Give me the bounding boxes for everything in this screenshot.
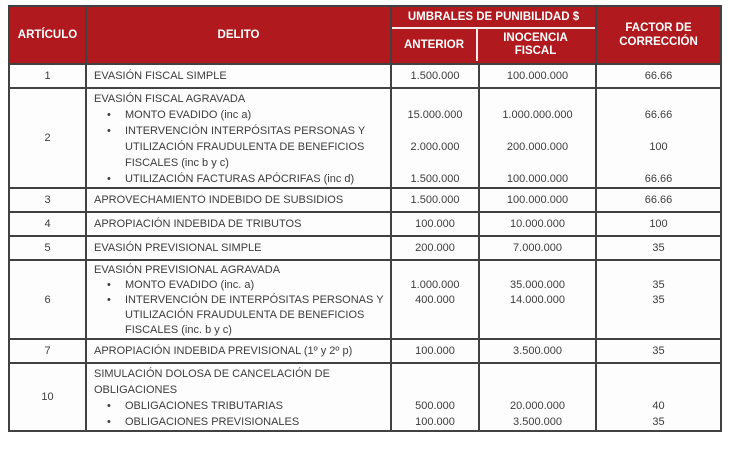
bullet-icon: •	[107, 109, 111, 121]
delito-line: • UTILIZACIÓN FACTURAS APÓCRIFAS (inc d)	[107, 173, 355, 185]
delito-line: • OBLIGACIONES PREVISIONALES	[107, 416, 300, 428]
inocencia-cell: 20.000.000 3.500.000	[478, 364, 595, 430]
delito-cell: SIMULACIÓN DOLOSA DE CANCELACIÓN DE OBLI…	[85, 364, 390, 430]
anterior-cell: 200.000	[390, 237, 478, 259]
anterior-cell: 100.000	[390, 213, 478, 235]
table-row: 10 SIMULACIÓN DOLOSA DE CANCELACIÓN DE O…	[10, 362, 720, 430]
inocencia-cell: 100.000.000	[478, 189, 595, 211]
delito-cell: APROPIACIÓN INDEBIDA PREVISIONAL (1º y 2…	[85, 340, 390, 362]
delito-line: • MONTO EVADIDO (inc a)	[107, 109, 252, 121]
header-row: ARTÍCULO DELITO UMBRALES DE PUNIBILIDAD …	[10, 7, 720, 63]
header-factor-correccion: FACTOR DE CORRECCIÓN	[595, 7, 720, 63]
delito-line: SIMULACIÓN DOLOSA DE CANCELACIÓN DE	[94, 368, 330, 380]
delito-line: • OBLIGACIONES TRIBUTARIAS	[107, 400, 283, 412]
factor-cell: 66.66 100 66.66	[595, 89, 720, 187]
anterior-cell: 1.500.000	[390, 189, 478, 211]
bullet-icon: •	[107, 125, 111, 137]
articulo-cell: 10	[41, 391, 54, 403]
header-umbrales-title: UMBRALES DE PUNIBILIDAD $	[392, 7, 595, 29]
delito-line: UTILIZACIÓN FRAUDULENTA DE BENEFICIOS	[125, 141, 365, 153]
delito-line: OBLIGACIONES	[94, 384, 178, 396]
factor-cell: 35 35	[595, 261, 720, 338]
delito-cell: APROPIACIÓN INDEBIDA DE TRIBUTOS	[85, 213, 390, 235]
anterior-cell: 100.000	[390, 340, 478, 362]
factor-cell: 66.66	[595, 189, 720, 211]
header-umbrales-subrow: ANTERIOR INOCENCIA FISCAL	[392, 29, 595, 61]
delito-cell: EVASIÓN FISCAL SIMPLE	[85, 65, 390, 87]
articulo-cell: 1	[44, 70, 51, 82]
header-articulo: ARTÍCULO	[10, 7, 85, 63]
delito-line: FISCALES (inc b y c)	[125, 157, 229, 169]
articulo-cell: 6	[44, 293, 51, 306]
inocencia-cell: 3.500.000	[478, 340, 595, 362]
header-umbrales-group: UMBRALES DE PUNIBILIDAD $ ANTERIOR INOCE…	[390, 7, 595, 63]
anterior-cell: 15.000.000 2.000.000 1.500.000	[390, 89, 478, 187]
articulo-cell: 2	[44, 132, 51, 144]
anterior-cell: 1.500.000	[390, 65, 478, 87]
articulo-cell: 4	[44, 218, 51, 230]
delito-cell: EVASIÓN PREVISIONAL SIMPLE	[85, 237, 390, 259]
anterior-cell: 500.000 100.000	[390, 364, 478, 430]
table-row: 6 EVASIÓN PREVISIONAL AGRAVADA • MONTO EV…	[10, 259, 720, 338]
delito-line: EVASIÓN FISCAL AGRAVADA	[94, 93, 246, 105]
header-inocencia-fiscal: INOCENCIA FISCAL	[503, 32, 568, 57]
inocencia-cell: 35.000.000 14.000.000	[478, 261, 595, 338]
bullet-icon: •	[107, 173, 111, 185]
bullet-icon: •	[107, 279, 111, 291]
factor-cell: 66.66	[595, 65, 720, 87]
delito-cell: EVASIÓN PREVISIONAL AGRAVADA • MONTO EVAD…	[85, 261, 390, 338]
delito-line: • MONTO EVADIDO (inc. a)	[107, 279, 255, 291]
factor-cell: 35	[595, 340, 720, 362]
header-delito-label: DELITO	[217, 29, 260, 41]
articulo-cell: 7	[44, 345, 51, 357]
factor-cell: 40 35	[595, 364, 720, 430]
delito-line: • INTERVENCIÓN DE INTERPÓSITAS PERSONAS Y	[107, 294, 384, 306]
delito-cell: EVASIÓN FISCAL AGRAVADA • MONTO EVADIDO (…	[85, 89, 390, 187]
anterior-cell: 1.000.000 400.000	[390, 261, 478, 338]
table-row: 4 APROPIACIÓN INDEBIDA DE TRIBUTOS 100.0…	[10, 211, 720, 235]
punibilidad-table: ARTÍCULO DELITO UMBRALES DE PUNIBILIDAD …	[8, 5, 722, 432]
articulo-cell: 3	[44, 194, 51, 206]
delito-line: EVASIÓN PREVISIONAL AGRAVADA	[94, 264, 281, 276]
bullet-icon: •	[107, 416, 111, 428]
header-delito: DELITO	[85, 7, 390, 63]
inocencia-cell: 10.000.000	[478, 213, 595, 235]
inocencia-cell: 1.000.000.000 200.000.000 100.000.000	[478, 89, 595, 187]
delito-cell: APROVECHAMIENTO INDEBIDO DE SUBSIDIOS	[85, 189, 390, 211]
factor-cell: 100	[595, 213, 720, 235]
delito-line: FISCALES (inc. b y c)	[125, 324, 232, 336]
header-anterior: ANTERIOR	[392, 29, 478, 61]
table-row: 2 EVASIÓN FISCAL AGRAVADA • MONTO EVADIDO…	[10, 87, 720, 187]
factor-cell: 35	[595, 237, 720, 259]
bullet-icon: •	[107, 294, 111, 306]
table-row: 3 APROVECHAMIENTO INDEBIDO DE SUBSIDIOS …	[10, 187, 720, 211]
header-articulo-label: ARTÍCULO	[17, 29, 78, 41]
delito-line: • INTERVENCIÓN INTERPÓSITAS PERSONAS Y	[107, 125, 366, 137]
bullet-icon: •	[107, 400, 111, 412]
delito-line: UTILIZACIÓN FRAUDULENTA DE BENEFICIOS	[125, 309, 365, 321]
table-row: 7 APROPIACIÓN INDEBIDA PREVISIONAL (1º y…	[10, 338, 720, 362]
inocencia-cell: 100.000.000	[478, 65, 595, 87]
table-row: 5 EVASIÓN PREVISIONAL SIMPLE 200.000 7.0…	[10, 235, 720, 259]
articulo-cell: 5	[44, 242, 51, 254]
table-row: 1 EVASIÓN FISCAL SIMPLE 1.500.000 100.00…	[10, 63, 720, 87]
inocencia-cell: 7.000.000	[478, 237, 595, 259]
